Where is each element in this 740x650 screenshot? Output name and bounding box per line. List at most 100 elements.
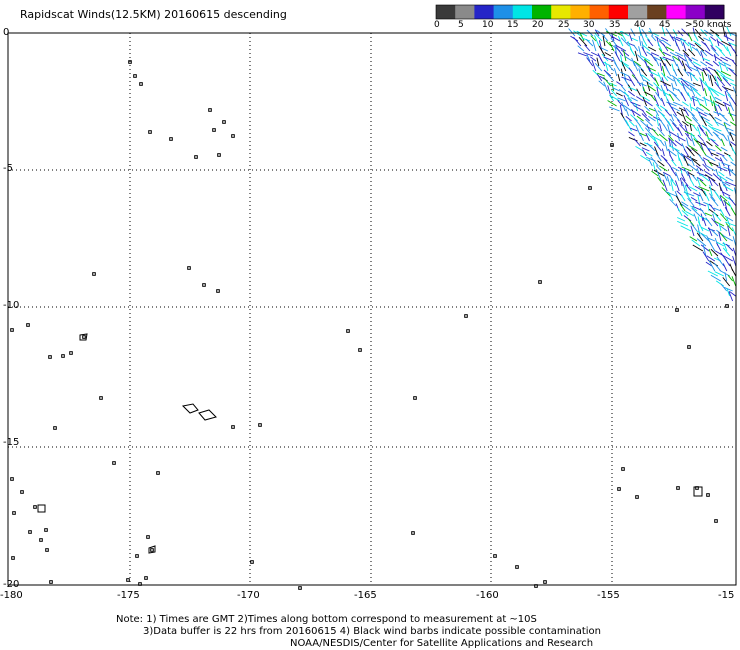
- wind-barb: [678, 107, 686, 112]
- wind-barb: [681, 210, 689, 217]
- wind-barb: [713, 211, 722, 222]
- wind-barb: [689, 85, 696, 97]
- wind-barb: [687, 197, 695, 207]
- wind-barb: [724, 221, 737, 227]
- wind-barb: [704, 49, 714, 57]
- wind-barb: [692, 116, 701, 127]
- wind-barb: [664, 84, 669, 92]
- wind-barb: [621, 101, 627, 112]
- wind-barb: [703, 96, 708, 107]
- wind-barb: [721, 162, 731, 167]
- wind-barb: [630, 28, 636, 37]
- wind-barb: [645, 118, 653, 127]
- wind-barb: [698, 35, 705, 42]
- wind-barb: [732, 236, 737, 247]
- wind-barb: [685, 107, 695, 117]
- wind-barb: [702, 217, 707, 227]
- wind-barb: [647, 65, 654, 77]
- wind-barb: [632, 60, 639, 72]
- wind-barb: [671, 36, 681, 42]
- wind-barb: [568, 28, 576, 37]
- wind-barb: [620, 85, 627, 92]
- island-outline: [693, 486, 703, 497]
- wind-barb: [611, 89, 618, 97]
- wind-barb: [641, 82, 645, 92]
- wind-barb: [614, 62, 621, 72]
- wind-barb: [691, 106, 698, 112]
- map-title: Rapidscat Winds(12.5KM) 20160615 descend…: [20, 8, 287, 21]
- wind-barb: [674, 148, 683, 157]
- wind-barb: [731, 276, 737, 287]
- wind-barb: [676, 111, 683, 117]
- legend-colorbar: [435, 4, 725, 20]
- wind-barb: [691, 239, 701, 247]
- legend-label: 35: [609, 20, 621, 30]
- island-outline: [10, 477, 14, 481]
- wind-barb: [711, 217, 719, 227]
- wind-barb: [721, 85, 729, 92]
- wind-barb: [623, 91, 633, 102]
- wind-barb: [662, 179, 668, 192]
- wind-barb: [654, 146, 659, 157]
- wind-barb: [677, 152, 680, 162]
- wind-barb: [661, 65, 666, 77]
- wind-barb: [692, 82, 701, 87]
- island-outline: [128, 60, 132, 64]
- wind-barb: [682, 83, 692, 92]
- wind-barb: [720, 283, 728, 292]
- lon-label: -175: [117, 590, 140, 601]
- wind-barb: [692, 244, 704, 252]
- wind-barb: [692, 88, 702, 97]
- wind-barb: [703, 190, 710, 202]
- wind-barb: [623, 94, 630, 107]
- wind-barb: [661, 77, 666, 87]
- wind-barb: [708, 203, 716, 212]
- wind-barb: [726, 217, 731, 227]
- wind-barb: [723, 62, 729, 72]
- wind-barb: [667, 124, 671, 137]
- wind-barb: [628, 86, 638, 92]
- wind-barb: [720, 146, 728, 152]
- wind-barb: [705, 261, 713, 267]
- wind-barb: [647, 133, 656, 142]
- wind-barb: [713, 119, 719, 127]
- wind-barb: [642, 149, 647, 157]
- wind-barb: [605, 40, 612, 47]
- wind-barb: [691, 207, 701, 217]
- wind-barb: [684, 125, 689, 137]
- wind-barb: [700, 244, 710, 252]
- wind-barb: [586, 57, 594, 67]
- lat-label: -10: [3, 300, 20, 311]
- wind-barb: [591, 51, 600, 57]
- island-outline: [610, 143, 614, 147]
- wind-barb: [657, 42, 663, 52]
- wind-barb: [660, 80, 671, 87]
- wind-barb: [693, 192, 701, 197]
- wind-barb: [681, 166, 692, 172]
- wind-barb: [598, 45, 606, 57]
- wind-barb: [724, 272, 728, 282]
- wind-barb: [716, 256, 725, 267]
- wind-barb: [720, 213, 728, 222]
- wind-barb: [684, 190, 692, 202]
- wind-barb: [714, 191, 722, 202]
- wind-barb: [707, 159, 713, 167]
- wind-barb: [666, 176, 671, 187]
- wind-barb: [675, 195, 683, 207]
- wind-barbs: [568, 24, 738, 302]
- wind-barb: [623, 50, 627, 62]
- island-outline: [82, 335, 86, 339]
- wind-barb: [696, 140, 707, 147]
- wind-barb: [688, 145, 698, 152]
- wind-barb: [689, 236, 698, 242]
- legend-swatch: [474, 5, 495, 19]
- wind-barb: [638, 46, 642, 57]
- wind-barb: [687, 218, 695, 227]
- wind-barb: [711, 127, 722, 132]
- wind-barb: [634, 50, 639, 62]
- wind-barb: [604, 52, 612, 57]
- wind-barb: [703, 37, 711, 42]
- island-outline: [231, 425, 235, 429]
- wind-barb: [714, 145, 722, 152]
